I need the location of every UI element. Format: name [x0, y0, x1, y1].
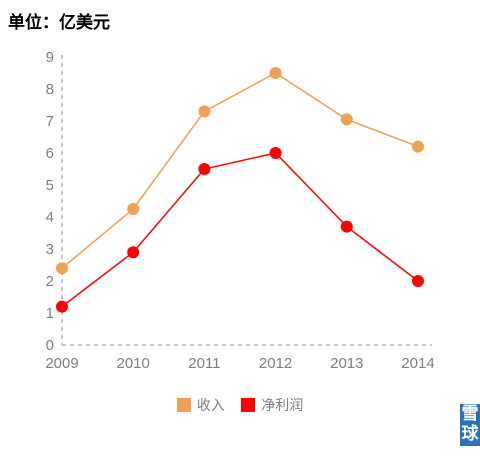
line-chart: 0 1 2 3 4 5 6 7 8 9 2009 2010 2011 2012 2013 2014 — [45, 49, 435, 372]
data-point-0 — [269, 67, 282, 79]
y-tick-label: 1 — [46, 305, 54, 322]
y-tick-label: 7 — [46, 113, 54, 130]
y-tick-label: 6 — [46, 145, 54, 162]
y-tick-label: 8 — [46, 81, 54, 98]
x-axis: 2009 2010 2011 2012 2013 2014 — [45, 344, 435, 372]
x-tick-label: 2010 — [117, 355, 150, 372]
x-tick-label: 2014 — [401, 355, 434, 372]
y-tick-label: 3 — [46, 241, 54, 258]
legend: 收入 净利润 — [0, 395, 480, 416]
y-tick-label: 0 — [46, 337, 54, 354]
legend-swatch-net-income — [241, 398, 256, 412]
y-tick-label: 4 — [46, 209, 54, 226]
legend-item-revenue[interactable]: 收入 — [176, 395, 225, 415]
data-point-0 — [412, 140, 424, 153]
legend-label-net-income: 净利润 — [261, 398, 304, 414]
legend-label-revenue: 收入 — [196, 398, 225, 414]
y-tick-label: 5 — [46, 177, 54, 194]
x-tick-label: 2011 — [188, 355, 220, 372]
data-point-1 — [198, 163, 211, 175]
series-group — [56, 67, 424, 313]
y-tick-label: 2 — [46, 273, 54, 290]
x-tick-label: 2012 — [259, 355, 292, 372]
series-line-1 — [61, 152, 419, 308]
x-tick-label: 2009 — [45, 355, 78, 372]
data-point-0 — [127, 203, 140, 215]
watermark-char-1: 雪 — [461, 404, 479, 424]
x-tick-label: 2013 — [330, 355, 363, 372]
y-axis: 0 1 2 3 4 5 6 7 8 9 — [46, 49, 63, 354]
data-point-1 — [56, 300, 68, 313]
series-line-0 — [61, 72, 419, 269]
data-point-0 — [56, 262, 68, 275]
unit-title: 单位：亿美元 — [8, 13, 110, 33]
data-point-1 — [412, 275, 424, 287]
legend-item-net-income[interactable]: 净利润 — [241, 395, 303, 415]
data-point-1 — [127, 246, 140, 259]
data-point-1 — [269, 147, 282, 159]
data-point-0 — [198, 105, 211, 118]
data-point-1 — [340, 220, 353, 233]
watermark-char-2: 球 — [461, 424, 479, 444]
xueqiu-logo-icon: 雪 球 — [460, 404, 480, 446]
legend-swatch-revenue — [176, 398, 191, 412]
data-point-0 — [340, 113, 353, 126]
y-tick-label: 9 — [46, 49, 54, 66]
